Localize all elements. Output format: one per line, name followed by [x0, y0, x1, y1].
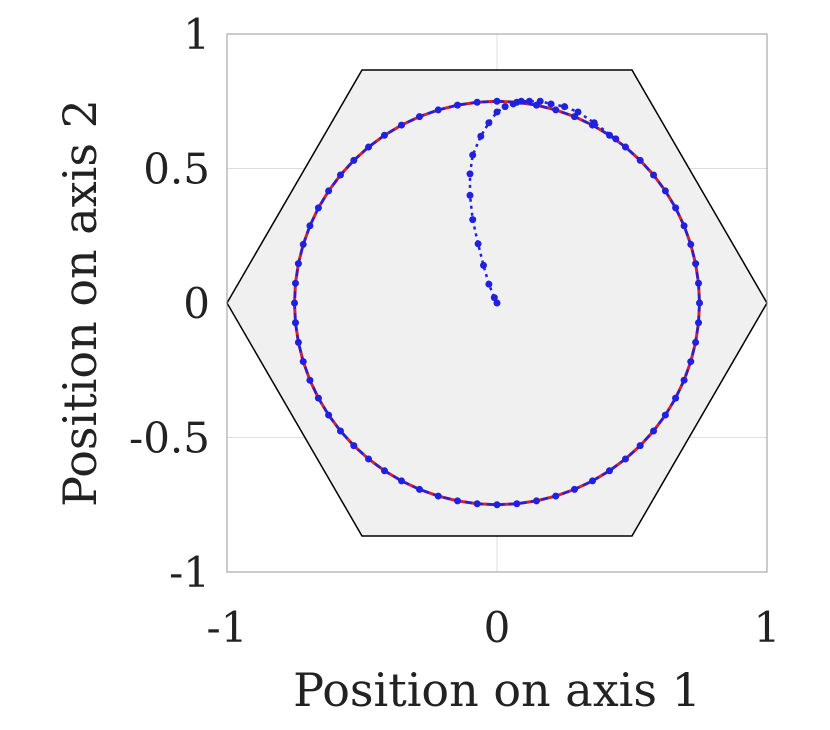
- y-tick-label: 0.5: [143, 145, 210, 194]
- transient-point: [466, 170, 474, 178]
- x-tick-label: 0: [484, 603, 511, 652]
- trajectory-point: [291, 299, 298, 307]
- transient-point: [547, 100, 555, 108]
- trajectory-point: [636, 156, 644, 164]
- trajectory-point: [588, 477, 596, 485]
- trajectory-point: [365, 455, 373, 463]
- trajectory-point: [453, 497, 461, 505]
- trajectory-point: [680, 222, 688, 230]
- trajectory-point: [493, 97, 501, 105]
- trajectory-point: [672, 394, 680, 402]
- transient-point: [477, 132, 485, 140]
- trajectory-point: [621, 143, 629, 151]
- trajectory-point: [294, 260, 302, 268]
- transient-point: [485, 119, 493, 127]
- transient-point: [612, 135, 620, 143]
- trajectory-point: [365, 143, 373, 151]
- trajectory-point: [350, 156, 358, 164]
- trajectory-point: [299, 358, 307, 366]
- trajectory-point: [493, 501, 501, 509]
- trajectory-point: [291, 319, 299, 327]
- trajectory-point: [398, 121, 406, 129]
- transient-point: [480, 261, 487, 269]
- trajectory-point: [552, 106, 560, 114]
- x-tick-label: -1: [207, 603, 248, 652]
- transient-point: [574, 108, 582, 116]
- trajectory-point: [306, 376, 314, 384]
- y-tick-label: -0.5: [129, 414, 210, 463]
- transient-point: [561, 103, 568, 111]
- transient-point: [469, 151, 477, 159]
- trajectory-point: [314, 204, 322, 212]
- trajectory-point: [606, 467, 614, 475]
- trajectory-point: [325, 411, 333, 419]
- transient-point: [485, 280, 493, 288]
- x-tick-label: 1: [754, 603, 781, 652]
- trajectory-point: [434, 106, 442, 114]
- trajectory-point: [695, 319, 703, 327]
- trajectory-point: [453, 101, 461, 109]
- y-tick-labels: 1 0.5 0 -0.5 -1: [129, 10, 210, 597]
- trajectory-point: [650, 427, 658, 435]
- trajectory-point: [416, 113, 424, 121]
- x-axis-label: Position on axis 1: [293, 663, 701, 717]
- trajectory-point: [325, 187, 333, 195]
- trajectory-point: [606, 131, 614, 139]
- transient-point: [493, 299, 501, 307]
- trajectory-point: [650, 171, 658, 179]
- y-tick-label: 0: [183, 279, 210, 328]
- trajectory-point: [552, 492, 560, 500]
- trajectory-point: [570, 485, 578, 493]
- trajectory-point: [314, 394, 322, 402]
- trajectory-point: [380, 467, 388, 475]
- trajectory-point: [687, 240, 695, 248]
- trajectory-point: [380, 131, 388, 139]
- transient-path: [468, 100, 617, 304]
- trajectory-point: [533, 497, 541, 505]
- trajectory-point: [336, 427, 344, 435]
- transient-point: [501, 103, 509, 111]
- transient-point: [525, 97, 533, 105]
- trajectory-point: [696, 299, 703, 307]
- trajectory-markers: [291, 97, 703, 509]
- transient-point: [509, 100, 517, 108]
- trajectory-point: [350, 442, 358, 450]
- trajectory-point: [513, 500, 521, 508]
- trajectory-point: [695, 279, 703, 287]
- trajectory-point: [291, 279, 299, 287]
- trajectory-point: [636, 442, 644, 450]
- trajectory-circle: [293, 100, 701, 507]
- trajectory-point: [434, 492, 442, 500]
- y-tick-label: 1: [183, 10, 210, 59]
- transient-point: [536, 97, 544, 105]
- transient-point: [466, 191, 474, 199]
- plot-frame: [226, 33, 768, 573]
- trajectory-point: [306, 222, 314, 230]
- trajectory-point: [336, 171, 344, 179]
- transient-point: [490, 294, 498, 302]
- trajectory-point: [416, 485, 424, 493]
- transient-point: [469, 216, 477, 224]
- y-tick-label: -1: [169, 548, 210, 597]
- transient-point: [493, 108, 501, 116]
- x-tick-labels: -1 0 1: [207, 603, 781, 652]
- trajectory-point: [692, 338, 700, 346]
- trajectory-point: [398, 477, 406, 485]
- transient-point: [517, 97, 525, 105]
- trajectory-point: [299, 240, 307, 248]
- trajectory-point: [672, 204, 680, 212]
- trajectory-point: [661, 411, 669, 419]
- transient-point: [590, 119, 598, 127]
- trajectory-point: [680, 376, 688, 384]
- trajectory-point: [473, 98, 481, 106]
- trajectory-point: [661, 187, 669, 195]
- trajectory-point: [621, 455, 629, 463]
- trajectory-point: [294, 338, 302, 346]
- trajectory-point: [692, 260, 700, 268]
- trajectory-point: [473, 500, 481, 508]
- trajectory-point: [687, 358, 695, 366]
- y-axis-label: Position on axis 2: [53, 99, 107, 507]
- transient-point: [474, 240, 482, 248]
